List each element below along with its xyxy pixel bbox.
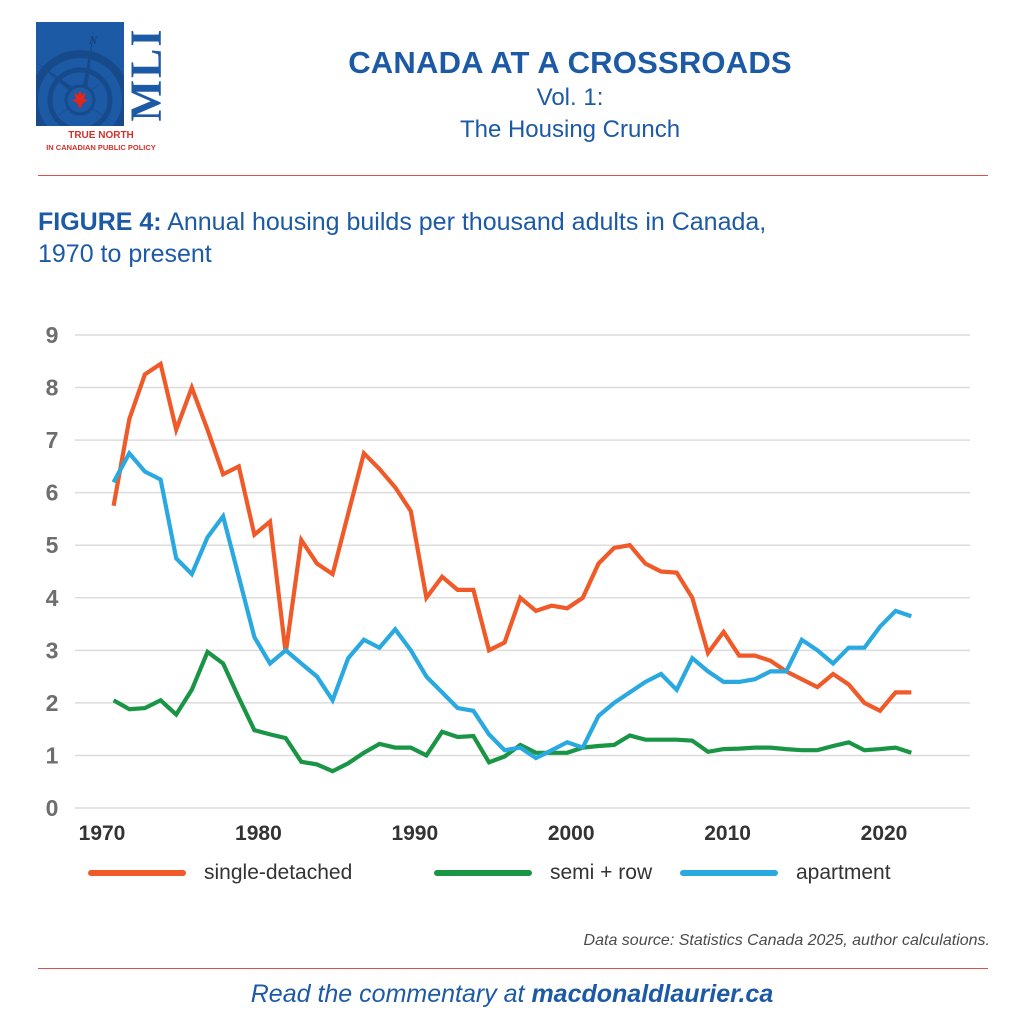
- y-tick-label: 0: [46, 795, 59, 821]
- legend-label: apartment: [796, 861, 891, 884]
- compass-icon: N: [36, 30, 124, 126]
- y-tick-label: 2: [46, 690, 59, 716]
- footer-prefix: Read the commentary at: [250, 980, 532, 1008]
- header-subtitle: The Housing Crunch: [459, 116, 681, 143]
- x-axis-ticks: 1970 1980 1990 2000 2010 2020: [79, 822, 908, 845]
- legend-item-apartment: apartment: [680, 856, 891, 890]
- legend-swatch-single-detached: [88, 870, 186, 876]
- compass-n-letter: N: [88, 33, 98, 47]
- x-tick-label: 2010: [704, 822, 751, 845]
- figure-title-line2: 1970 to present: [38, 240, 212, 268]
- figure-title: FIGURE 4: Annual housing builds per thou…: [38, 206, 938, 270]
- header-volume: Vol. 1:: [536, 84, 604, 111]
- gridlines: [75, 334, 970, 809]
- logo-letters: MLI: [121, 27, 171, 121]
- logo-tagline-1: TRUE NORTH: [68, 130, 134, 141]
- logo-tagline-2: IN CANADIAN PUBLIC POLICY: [46, 143, 156, 152]
- chart-series: [111, 360, 912, 774]
- header-divider: [38, 175, 988, 176]
- legend-item-semi-row: semi + row: [434, 856, 652, 890]
- y-tick-label: 8: [46, 375, 59, 401]
- header: CANADA AT A CROSSROADS Vol. 1: The Housi…: [240, 44, 900, 146]
- y-tick-label: 7: [46, 427, 59, 453]
- maple-leaf-icon: [72, 90, 88, 108]
- figure-title-line1: Annual housing builds per thousand adult…: [161, 208, 767, 236]
- legend-swatch-semi-row: [434, 870, 532, 876]
- x-tick-label: 2000: [548, 822, 595, 845]
- x-tick-label: 1990: [391, 822, 438, 845]
- figure-label: FIGURE 4:: [38, 208, 162, 236]
- legend-label: semi + row: [550, 861, 653, 884]
- legend-swatch-apartment: [680, 870, 778, 876]
- chart-legend: single-detached semi + row apartment: [0, 856, 1024, 890]
- mli-logo: N MLI TRUE NORTH IN CANADIAN PUBLIC POLI…: [36, 22, 171, 157]
- series-line-single-detached: [111, 360, 912, 714]
- logo-wordmark: MLI: [122, 22, 171, 126]
- series-line-apartment: [111, 449, 912, 761]
- y-tick-label: 3: [46, 637, 59, 663]
- x-tick-label: 1970: [79, 822, 126, 845]
- y-tick-label: 6: [46, 480, 59, 506]
- footer-divider: [38, 968, 988, 969]
- y-tick-label: 5: [46, 532, 59, 558]
- footer: Read the commentary at macdonaldlaurier.…: [0, 980, 1024, 1009]
- y-tick-label: 9: [46, 322, 59, 348]
- x-tick-label: 2020: [861, 822, 908, 845]
- y-tick-label: 4: [46, 585, 59, 611]
- x-tick-label: 1980: [235, 822, 282, 845]
- footer-link[interactable]: macdonaldlaurier.ca: [531, 980, 774, 1008]
- data-source-note: Data source: Statistics Canada 2025, aut…: [583, 932, 990, 949]
- legend-item-single-detached: single-detached: [88, 856, 352, 890]
- line-chart: 0 1 2 3 4 5 6 7 8 9 1970 1980 1990 2000 2010 2020: [46, 322, 970, 845]
- y-axis-ticks: 0 1 2 3 4 5 6 7 8 9: [46, 322, 59, 821]
- legend-label: single-detached: [204, 861, 353, 884]
- y-tick-label: 1: [46, 742, 59, 768]
- header-title: CANADA AT A CROSSROADS: [348, 45, 792, 80]
- compass-emblem: N: [36, 22, 124, 126]
- series-line-semi-row: [112, 648, 912, 774]
